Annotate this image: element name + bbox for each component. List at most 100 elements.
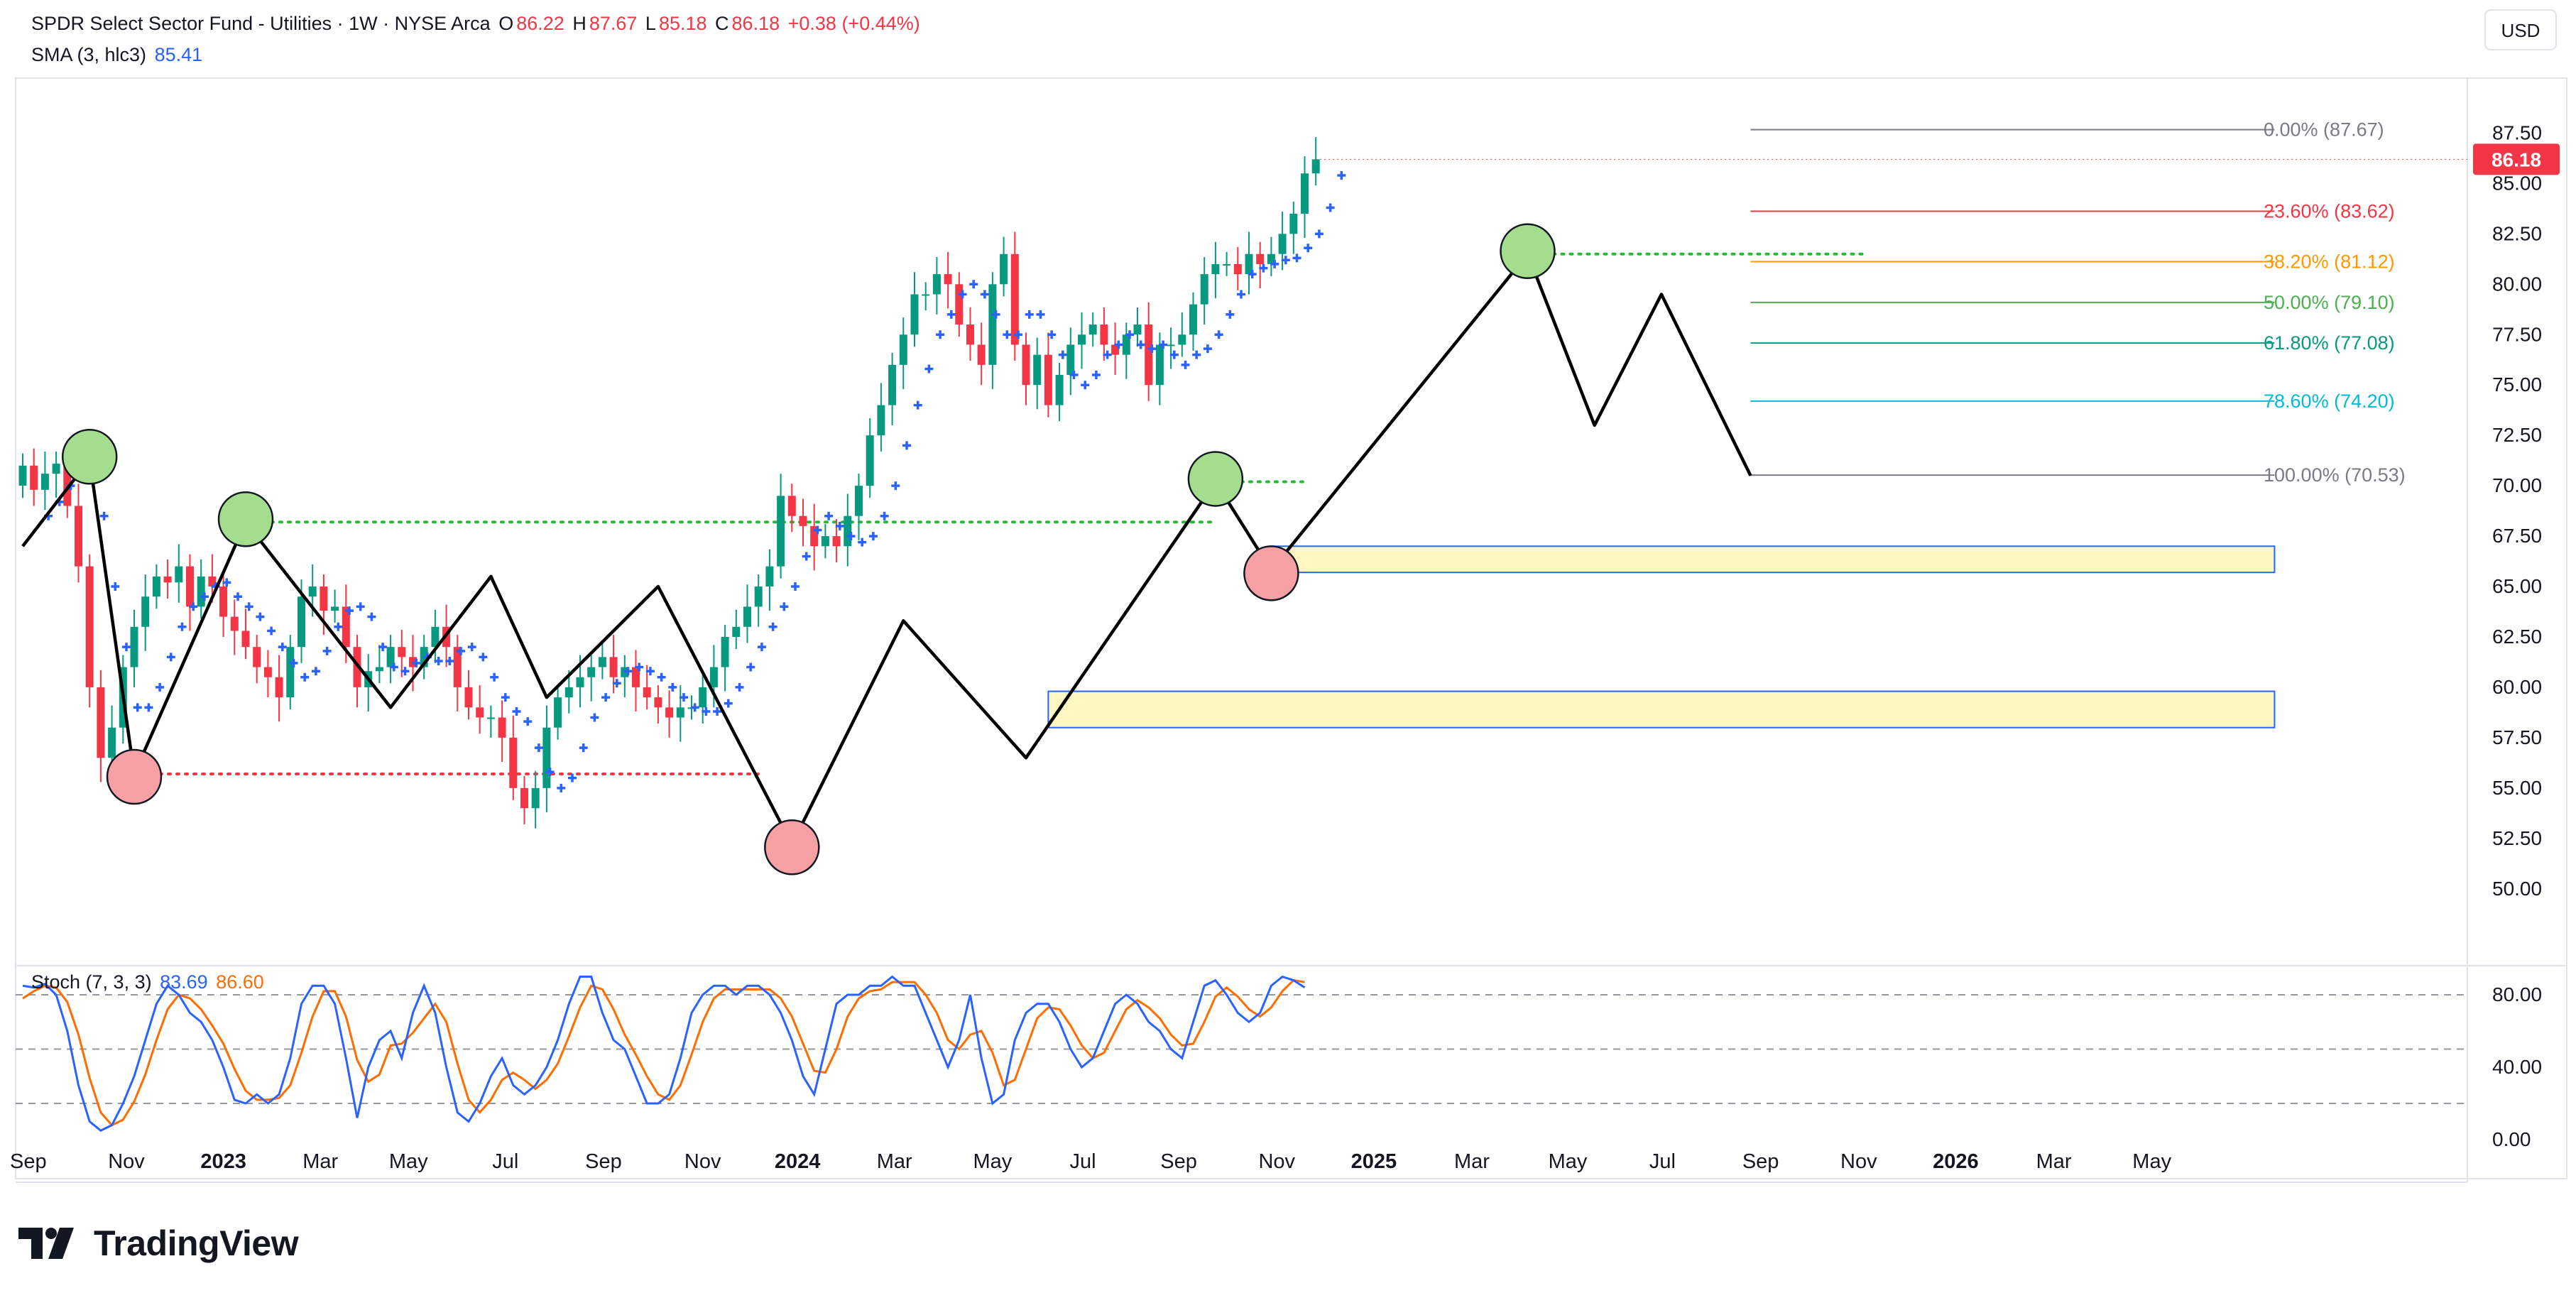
candle-body: [1155, 344, 1164, 386]
tradingview-brand[interactable]: TradingView: [18, 1223, 299, 1264]
sma-marker: [1192, 350, 1201, 359]
stoch-label: Stoch (7, 3, 3): [31, 971, 152, 993]
candle-body: [932, 274, 941, 295]
sma-marker: [902, 441, 912, 450]
pivot-low-marker: [764, 819, 820, 875]
sma-marker: [1081, 381, 1090, 390]
sma-marker: [334, 622, 343, 631]
sma-marker: [1014, 330, 1023, 339]
candle-body: [977, 344, 986, 365]
sma-marker: [534, 743, 543, 753]
sma-marker: [780, 602, 789, 611]
candle-body: [1022, 344, 1030, 386]
price-tick-label: 75.00: [2492, 373, 2542, 395]
candle-body: [308, 587, 317, 597]
candle-body: [1145, 324, 1153, 386]
price-tick-label: 62.50: [2492, 626, 2542, 648]
sma-marker: [1058, 350, 1067, 359]
pivot-low-marker: [1243, 545, 1299, 601]
candle-body: [1033, 354, 1042, 386]
sma-marker: [991, 310, 1000, 319]
sma-marker: [1259, 263, 1268, 273]
time-tick-label: 2025: [1351, 1150, 1397, 1173]
brand-name: TradingView: [94, 1223, 299, 1263]
sma-marker: [1214, 330, 1223, 339]
sma-marker: [768, 622, 777, 631]
candle-body: [342, 606, 350, 648]
sma-marker: [835, 521, 844, 530]
price-tick-label: 82.50: [2492, 222, 2542, 244]
fib-level-label: 50.00% (79.10): [2264, 292, 2395, 313]
sma-marker: [256, 612, 265, 621]
sma-marker: [590, 713, 599, 722]
fib-level-label: 100.00% (70.53): [2264, 464, 2406, 486]
candle-body: [699, 687, 707, 708]
candle-body: [1066, 344, 1075, 376]
candle-body: [375, 667, 383, 672]
candle-body: [464, 687, 473, 708]
sma-marker: [200, 592, 209, 601]
candle-body: [564, 687, 573, 698]
sma-marker: [345, 606, 354, 616]
sma-marker: [946, 310, 956, 319]
sma-marker: [545, 768, 555, 777]
sma-marker: [724, 699, 733, 708]
time-tick-label: 2026: [1933, 1150, 1979, 1173]
time-tick-label: Sep: [585, 1150, 622, 1173]
price-tick-label: 77.50: [2492, 323, 2542, 345]
candle-body: [253, 647, 261, 667]
sma-marker: [601, 693, 611, 702]
sma-marker: [690, 703, 699, 712]
candle-body: [30, 465, 38, 490]
candle-body: [1044, 354, 1052, 405]
sma-marker: [267, 626, 276, 635]
sma-marker: [1304, 244, 1313, 253]
symbol-header: SPDR Select Sector Fund - Utilities · 1W…: [31, 13, 923, 35]
candle-body: [486, 717, 495, 719]
candle-body: [1189, 304, 1197, 335]
currency-button[interactable]: [2484, 9, 2557, 50]
candle-body: [18, 465, 27, 486]
candle-body: [286, 647, 295, 698]
sma-marker: [99, 511, 109, 520]
candle-body: [453, 647, 462, 687]
candle-body: [1167, 344, 1175, 347]
candle-body: [709, 667, 718, 687]
change-value: +0.38 (+0.44%): [787, 13, 920, 34]
candle-body: [877, 405, 885, 436]
sma-marker: [612, 679, 621, 688]
sma-marker: [1125, 330, 1135, 339]
sma-legend[interactable]: SMA (3, hlc3) 85.41: [31, 44, 205, 66]
sma-marker: [1337, 171, 1346, 180]
sma-marker: [378, 643, 388, 652]
stoch-k-value: 83.69: [160, 971, 208, 993]
sma-marker: [144, 703, 153, 712]
candle-body: [855, 486, 863, 516]
sma-marker: [311, 667, 320, 676]
candle-body: [263, 667, 272, 677]
candle-body: [632, 667, 640, 687]
sma-marker: [713, 706, 722, 716]
currency-label: USD: [2501, 20, 2540, 41]
sma-marker: [1103, 350, 1112, 359]
candle-body: [1256, 253, 1265, 264]
sma-marker: [222, 578, 231, 587]
sma-marker: [1147, 344, 1157, 354]
time-tick-label: Sep: [10, 1150, 47, 1173]
sma-marker: [735, 682, 744, 692]
candle-body: [85, 566, 94, 687]
candle-body: [331, 606, 339, 611]
sma-marker: [512, 706, 521, 716]
candle-body: [186, 566, 194, 607]
sma-marker: [846, 532, 856, 541]
sma-marker: [1003, 330, 1012, 339]
candle-body: [152, 576, 160, 597]
sma-marker: [1159, 340, 1168, 349]
stoch-legend[interactable]: Stoch (7, 3, 3) 83.69 86.60: [31, 971, 267, 993]
sma-marker: [412, 658, 421, 667]
sma-marker: [1226, 310, 1235, 319]
candle-body: [1178, 334, 1186, 345]
stoch-k-line: [22, 975, 1306, 1133]
sma-marker: [490, 672, 499, 682]
